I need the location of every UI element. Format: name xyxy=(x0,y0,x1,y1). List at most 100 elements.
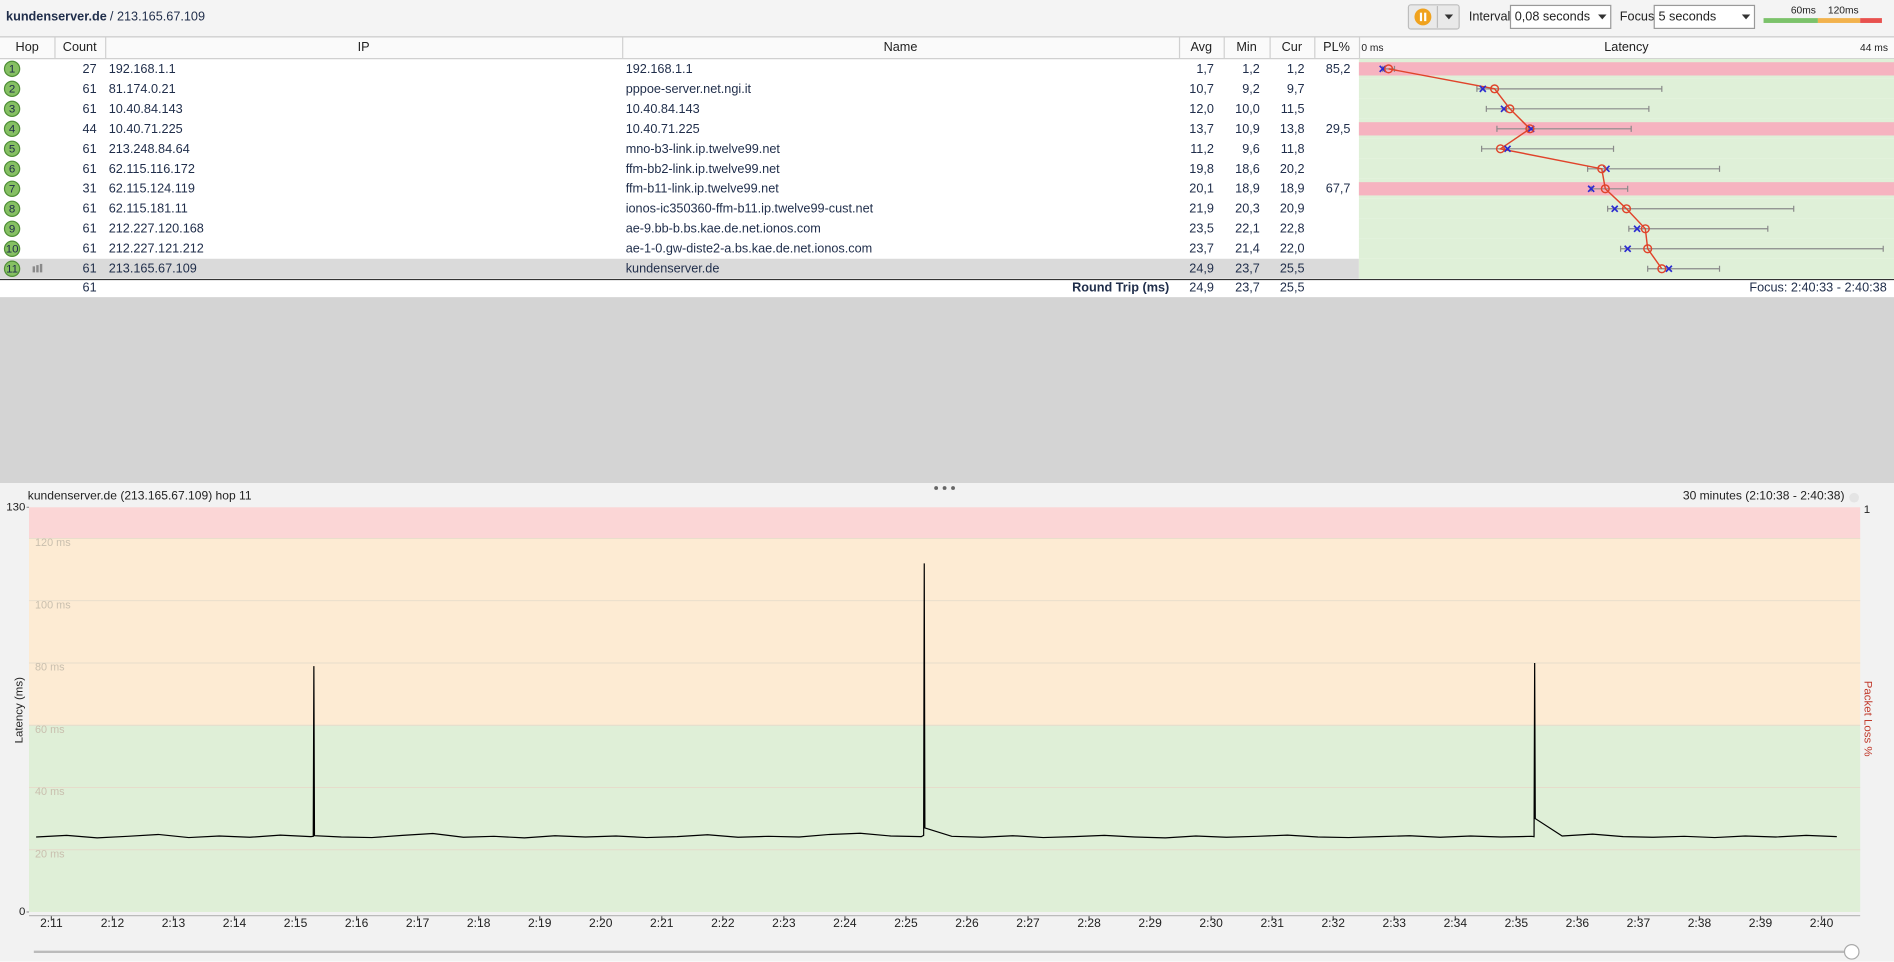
cell-count: 61 xyxy=(83,242,97,256)
latency-range xyxy=(1619,245,1884,252)
cell-name: mno-b3-link.ip.twelve99.net xyxy=(626,142,781,156)
cell-avg: 13,7 xyxy=(1189,122,1214,136)
cell-count: 31 xyxy=(83,182,97,196)
column-header: Hop xyxy=(16,40,39,54)
cell-name: ffm-b11-link.ip.twelve99.net xyxy=(626,182,780,196)
pause-bar xyxy=(1424,12,1427,22)
x-tick-label: 2:36 xyxy=(1566,916,1590,930)
hop-number: 9 xyxy=(9,223,15,235)
x-tick-label: 2:25 xyxy=(894,916,918,930)
cell-avg: 19,8 xyxy=(1189,162,1214,176)
x-tick-label: 2:23 xyxy=(772,916,796,930)
cell-count: 27 xyxy=(83,62,97,76)
avg-marker xyxy=(1600,184,1610,194)
avg-marker xyxy=(1495,144,1506,154)
range-dropdown[interactable] xyxy=(1849,492,1859,503)
summary-min: 23,7 xyxy=(1235,280,1260,294)
summary-label: Round Trip (ms) xyxy=(1072,280,1169,294)
dropdown-arrow[interactable] xyxy=(1444,14,1454,20)
cell-cur: 22,8 xyxy=(1280,222,1305,236)
hop-badge xyxy=(3,240,21,257)
splitter-dot[interactable] xyxy=(951,486,955,490)
splitter-dot[interactable] xyxy=(942,486,947,490)
selected-row xyxy=(0,258,1359,279)
select-arrow xyxy=(1598,14,1607,20)
hop-badge xyxy=(3,80,21,98)
cell-count: 61 xyxy=(83,262,97,276)
scroll-handle[interactable] xyxy=(1843,943,1860,960)
x-tick-label: 2:28 xyxy=(1077,916,1101,930)
cell-cur: 25,5 xyxy=(1280,262,1305,276)
latency-zone xyxy=(28,725,1861,912)
latency-scale-label: 44 ms xyxy=(1860,43,1888,54)
y2-axis-label: Packet Loss % xyxy=(1861,681,1873,757)
summary-count: 61 xyxy=(83,280,97,294)
header-columns: Hop Count IP Name Avg Min Cur PL% Latency 0 ms 44 … xyxy=(16,37,1888,58)
latency-range xyxy=(1607,205,1795,212)
column-header: IP xyxy=(358,40,370,54)
legend-warn xyxy=(1817,18,1861,23)
legend-label: 120ms xyxy=(1828,6,1859,17)
column-header: Name xyxy=(884,40,918,54)
hop-number: 5 xyxy=(9,143,15,155)
x-tick-label: 2:39 xyxy=(1749,916,1773,930)
summary-cur: 25,5 xyxy=(1280,280,1305,294)
cur-marker xyxy=(1624,245,1632,253)
avg-marker xyxy=(1383,64,1394,74)
cell-name: 10.40.84.143 xyxy=(626,102,700,116)
cell-ip: 212.227.121.212 xyxy=(109,242,204,256)
table-header xyxy=(0,37,1894,58)
x-tick-label: 2:16 xyxy=(345,916,369,930)
legend-bad xyxy=(1860,18,1882,23)
x-tick-label: 2:29 xyxy=(1138,916,1162,930)
cell-ip: 10.40.71.225 xyxy=(109,122,183,136)
latency-zone xyxy=(28,507,1861,539)
x-tick-label: 2:40 xyxy=(1810,916,1834,930)
cell-avg: 1,7 xyxy=(1196,62,1214,76)
cell-count: 61 xyxy=(83,102,97,116)
latency-timeline: 0 20 ms 40 ms 60 ms 80 ms 100 ms 120 ms 130 1 2:1… xyxy=(6,501,1873,930)
y-tick-label: 0 xyxy=(19,906,25,918)
y-tick-label: 20 ms xyxy=(35,848,65,860)
summary-focus: Focus: 2:40:33 - 2:40:38 xyxy=(1749,280,1886,294)
cell-cur: 11,5 xyxy=(1281,102,1305,116)
cell-ip: 10.40.84.143 xyxy=(109,102,183,116)
hop-number: 4 xyxy=(9,123,16,135)
legend-label: 60ms xyxy=(1791,6,1816,17)
cur-marker xyxy=(1611,205,1619,213)
cell-min: 20,3 xyxy=(1235,202,1260,216)
cell-ip: 213.248.84.64 xyxy=(109,142,190,156)
graph-title: kundenserver.de (213.165.67.109) hop 11 xyxy=(28,489,252,503)
interval-select[interactable] xyxy=(1509,4,1612,29)
x-tick-label: 2:31 xyxy=(1260,916,1284,930)
latency-scale-label: 0 ms xyxy=(1361,43,1383,54)
cell-name: 192.168.1.1 xyxy=(626,62,693,76)
cell-avg: 23,5 xyxy=(1189,222,1214,236)
cell-count: 61 xyxy=(83,222,97,236)
cell-min: 9,6 xyxy=(1242,142,1260,156)
interval-label: Interval xyxy=(1469,9,1511,23)
cell-pl: 85,2 xyxy=(1326,62,1351,76)
target-ip: / 213.165.67.109 xyxy=(110,9,205,23)
cell-pl: 67,7 xyxy=(1326,182,1351,196)
cell-count: 44 xyxy=(83,122,97,136)
cell-ip: 62.115.124.119 xyxy=(109,182,195,196)
cell-ip: 213.165.67.109 xyxy=(109,262,197,276)
cell-count: 61 xyxy=(83,162,97,176)
cell-count: 61 xyxy=(83,202,97,216)
hop-badge xyxy=(3,220,21,237)
cell-count: 61 xyxy=(83,142,97,156)
splitter-dot[interactable] xyxy=(934,486,939,490)
x-tick-label: 2:21 xyxy=(650,916,674,930)
x-tick-label: 2:33 xyxy=(1383,916,1407,930)
focus-select[interactable] xyxy=(1653,4,1756,29)
cell-min: 22,1 xyxy=(1235,222,1260,236)
hop-number: 8 xyxy=(9,203,15,215)
cell-min: 18,9 xyxy=(1235,182,1260,196)
latency-range xyxy=(1476,85,1663,92)
summary-avg: 24,9 xyxy=(1189,280,1214,294)
y-tick-label: 40 ms xyxy=(35,786,65,798)
cell-avg: 11,2 xyxy=(1190,142,1214,156)
cell-cur: 20,2 xyxy=(1280,162,1305,176)
